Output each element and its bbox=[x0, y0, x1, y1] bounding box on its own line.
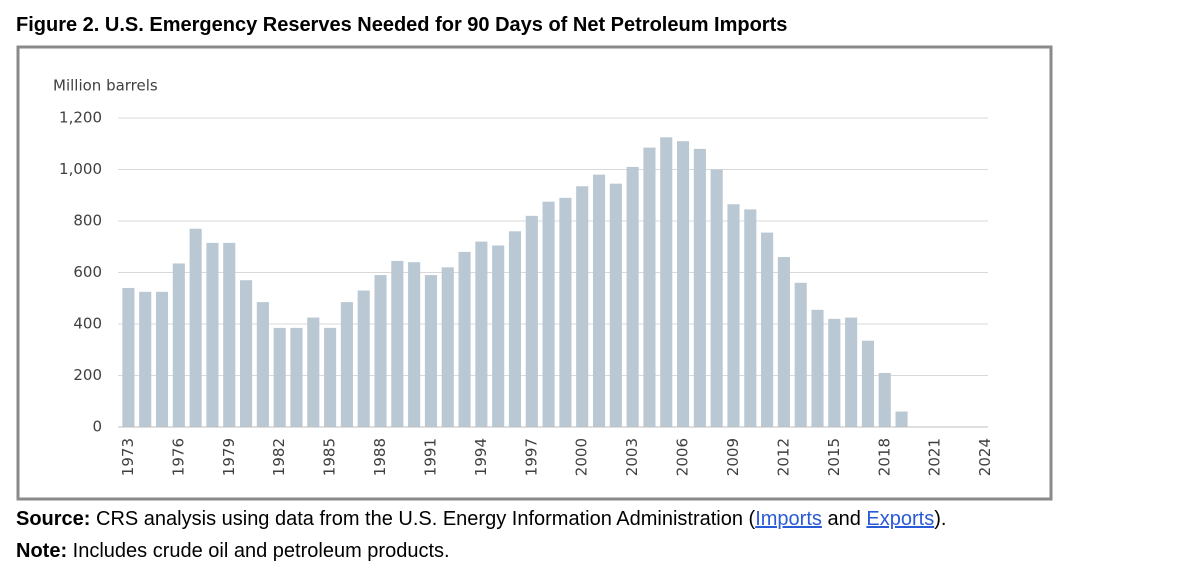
source-text: ). bbox=[934, 508, 947, 530]
x-tick-label: 1982 bbox=[270, 438, 288, 476]
x-tick-label: 1976 bbox=[169, 438, 187, 476]
bar bbox=[340, 302, 353, 427]
y-tick-label: 400 bbox=[73, 315, 102, 333]
bar bbox=[609, 183, 622, 427]
bar bbox=[761, 232, 774, 427]
exports-link[interactable]: Exports bbox=[866, 508, 935, 530]
bar bbox=[139, 291, 152, 427]
bar bbox=[643, 147, 656, 428]
chart: Million barrels 0 200 400 600 800 1,000 1,200 1… bbox=[16, 45, 1053, 501]
bar bbox=[794, 282, 807, 427]
bar bbox=[240, 280, 253, 427]
bar bbox=[861, 340, 874, 427]
x-tick-label: 2003 bbox=[623, 438, 641, 476]
x-tick-label: 1991 bbox=[421, 438, 439, 476]
x-tick-label: 1988 bbox=[371, 438, 389, 476]
y-tick-label: 0 bbox=[92, 418, 102, 436]
x-tick-label: 1997 bbox=[522, 438, 540, 476]
bar bbox=[391, 260, 404, 427]
bar bbox=[256, 302, 269, 427]
bar bbox=[441, 267, 454, 427]
x-tick-label: 2018 bbox=[875, 438, 893, 476]
bar bbox=[189, 228, 202, 427]
source-label: Source: bbox=[16, 508, 91, 530]
y-tick-label: 800 bbox=[73, 212, 102, 230]
x-tick-label: 2000 bbox=[573, 438, 591, 476]
x-tick-label: 2024 bbox=[976, 438, 994, 476]
bar bbox=[172, 263, 185, 427]
source-text: and bbox=[821, 508, 867, 530]
bar bbox=[677, 141, 690, 428]
bar bbox=[845, 317, 858, 427]
bar bbox=[155, 291, 169, 427]
x-tick-label: 2006 bbox=[674, 438, 692, 476]
bar bbox=[626, 166, 639, 428]
bar bbox=[290, 327, 303, 427]
bar bbox=[307, 317, 320, 427]
bar bbox=[374, 275, 387, 427]
bar bbox=[592, 174, 606, 427]
bar bbox=[122, 287, 135, 427]
bar bbox=[508, 231, 522, 427]
y-tick-label: 1,000 bbox=[59, 160, 102, 178]
bar bbox=[542, 201, 555, 427]
y-tick-label: 600 bbox=[73, 263, 102, 281]
bar bbox=[693, 148, 706, 427]
note-text: Includes crude oil and petroleum product… bbox=[67, 540, 450, 562]
bar bbox=[492, 245, 505, 427]
x-tick-label: 2012 bbox=[774, 438, 792, 476]
y-tick-label: 200 bbox=[73, 366, 102, 384]
bar bbox=[727, 204, 740, 427]
bar bbox=[828, 318, 841, 427]
bar bbox=[458, 251, 471, 427]
bar bbox=[475, 241, 488, 427]
x-tick-label: 2015 bbox=[825, 438, 843, 476]
bar bbox=[424, 275, 437, 427]
y-axis-label: Million barrels bbox=[53, 77, 158, 95]
x-tick-label: 1985 bbox=[321, 438, 339, 476]
note-line: Note: Includes crude oil and petroleum p… bbox=[16, 540, 450, 563]
x-tick-label: 1973 bbox=[119, 438, 137, 476]
source-line: Source: CRS analysis using data from the… bbox=[16, 508, 946, 531]
bar bbox=[273, 327, 286, 427]
bar bbox=[559, 197, 572, 427]
bar bbox=[223, 242, 236, 427]
bar bbox=[525, 215, 538, 427]
x-tick-label: 2009 bbox=[724, 438, 742, 476]
x-tick-label: 1979 bbox=[220, 438, 238, 476]
imports-link[interactable]: Imports bbox=[755, 508, 822, 530]
note-label: Note: bbox=[16, 540, 68, 562]
bar bbox=[878, 372, 891, 427]
y-tick-label: 1,200 bbox=[59, 109, 102, 127]
bar bbox=[576, 186, 589, 427]
bar bbox=[811, 309, 824, 427]
bar bbox=[660, 137, 673, 427]
bar bbox=[895, 411, 908, 427]
x-tick-label: 2021 bbox=[926, 438, 944, 476]
bar bbox=[324, 327, 337, 427]
figure-title: Figure 2. U.S. Emergency Reserves Needed… bbox=[16, 14, 788, 36]
x-tick-label: 1994 bbox=[472, 438, 490, 476]
bar bbox=[777, 257, 790, 427]
bar bbox=[357, 290, 370, 427]
bar bbox=[206, 242, 219, 427]
bar bbox=[710, 169, 723, 427]
source-text: CRS analysis using data from the U.S. En… bbox=[90, 508, 756, 530]
bar bbox=[744, 209, 757, 427]
bar bbox=[408, 262, 421, 427]
